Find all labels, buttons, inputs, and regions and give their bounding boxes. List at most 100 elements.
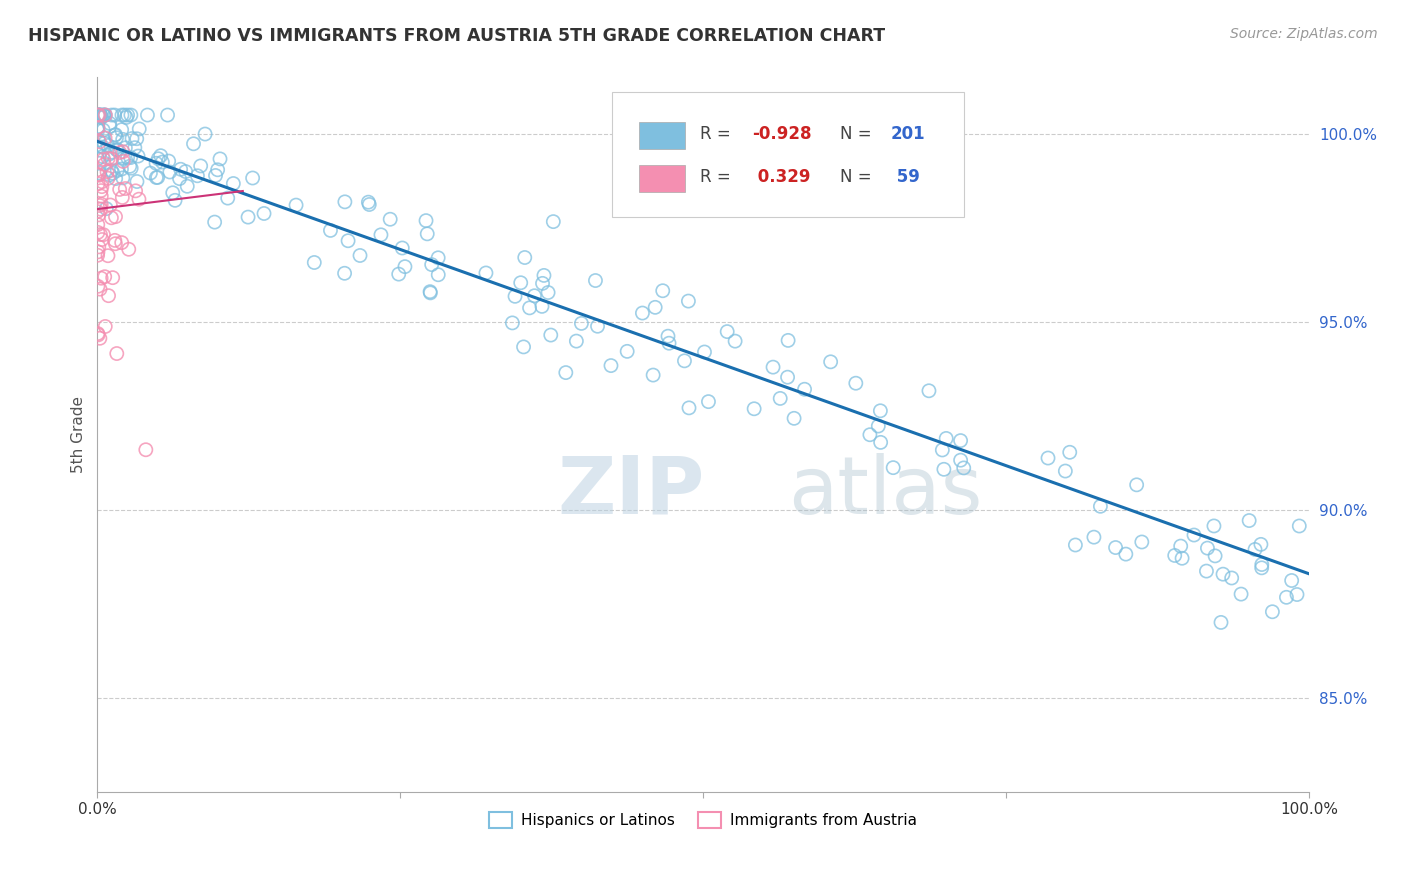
Point	[631, 306, 654, 320]
Point	[105, 163, 128, 178]
Text: HISPANIC OR LATINO VS IMMIGRANTS FROM AUSTRIA 5TH GRADE CORRELATION CHART: HISPANIC OR LATINO VS IMMIGRANTS FROM AU…	[28, 27, 886, 45]
Point	[586, 319, 609, 334]
Point	[1204, 549, 1226, 563]
Point	[1182, 528, 1205, 542]
Point	[94, 131, 117, 145]
Point	[1197, 541, 1219, 555]
Point	[1202, 519, 1225, 533]
Point	[869, 404, 891, 418]
Point	[94, 108, 117, 122]
Point	[869, 435, 891, 450]
Point	[1036, 450, 1059, 465]
Point	[1059, 445, 1081, 459]
Point	[1285, 588, 1308, 602]
Point	[769, 392, 792, 406]
Point	[104, 108, 127, 122]
Text: 0.329: 0.329	[752, 168, 810, 186]
Point	[333, 194, 356, 209]
Point	[419, 285, 441, 300]
Point	[114, 141, 136, 155]
Point	[1064, 538, 1087, 552]
Point	[146, 170, 169, 185]
Point	[1275, 591, 1298, 605]
Point	[391, 241, 413, 255]
Point	[697, 394, 720, 409]
Point	[952, 461, 974, 475]
Text: 59: 59	[891, 168, 920, 186]
Point	[427, 268, 450, 282]
Point	[285, 198, 308, 212]
Point	[124, 141, 146, 155]
Point	[105, 143, 128, 157]
Point	[91, 149, 114, 163]
Point	[104, 128, 127, 142]
Point	[1244, 542, 1267, 557]
Point	[111, 235, 134, 250]
Point	[120, 161, 142, 176]
Point	[651, 284, 673, 298]
Text: 201: 201	[891, 125, 925, 143]
Point	[156, 108, 179, 122]
Point	[333, 266, 356, 280]
Point	[783, 411, 806, 425]
Point	[87, 208, 110, 222]
Point	[162, 186, 184, 200]
Point	[91, 123, 114, 137]
Point	[820, 355, 842, 369]
Point	[98, 147, 121, 161]
Point	[128, 192, 150, 206]
Point	[105, 346, 128, 360]
Point	[658, 336, 681, 351]
Point	[657, 329, 679, 343]
Point	[97, 249, 120, 263]
Point	[94, 319, 117, 334]
Point	[114, 181, 136, 195]
Point	[89, 156, 111, 170]
Point	[388, 267, 411, 281]
Point	[416, 227, 439, 241]
Point	[87, 326, 110, 341]
Point	[89, 282, 111, 296]
Point	[104, 233, 127, 247]
Point	[1237, 514, 1260, 528]
Point	[242, 171, 264, 186]
Point	[724, 334, 747, 348]
Text: -0.928: -0.928	[752, 125, 811, 143]
Point	[1250, 558, 1272, 572]
Point	[931, 442, 953, 457]
Point	[89, 108, 111, 122]
Point	[543, 214, 565, 228]
Point	[513, 251, 536, 265]
Point	[540, 328, 562, 343]
Text: R =: R =	[700, 125, 735, 143]
Point	[554, 366, 576, 380]
Point	[111, 145, 134, 159]
Point	[87, 108, 110, 122]
Point	[349, 248, 371, 262]
Point	[89, 108, 111, 122]
Point	[600, 359, 623, 373]
Point	[949, 453, 972, 467]
Point	[100, 152, 122, 166]
Point	[87, 240, 110, 254]
Point	[121, 131, 143, 145]
Point	[509, 276, 531, 290]
Point	[104, 171, 127, 186]
Point	[111, 132, 134, 146]
Point	[93, 136, 115, 151]
Point	[616, 344, 638, 359]
Point	[1090, 500, 1112, 514]
Point	[89, 331, 111, 345]
Point	[1230, 587, 1253, 601]
Point	[415, 213, 437, 227]
Point	[90, 179, 112, 194]
Point	[1250, 561, 1272, 575]
Point	[98, 120, 121, 134]
Point	[104, 210, 127, 224]
Point	[86, 248, 108, 262]
Point	[87, 123, 110, 137]
Point	[120, 108, 142, 122]
Point	[108, 182, 131, 196]
Point	[194, 127, 217, 141]
Point	[519, 301, 541, 315]
